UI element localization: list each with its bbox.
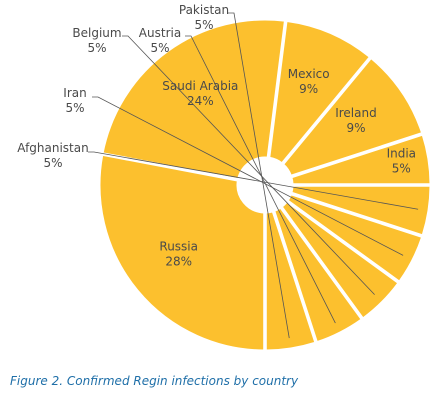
slice-category-russia: Russia [159,239,198,253]
pie-slice-pakistan [265,211,316,351]
slice-label-india: India 5% [387,146,416,175]
slice-percent-ireland: 9% [346,121,365,135]
slice-category-saudi-arabia: Saudi Arabia [162,79,238,93]
slice-category-ireland: Ireland [335,106,377,120]
slice-label-afghanistan: Afghanistan 5% [17,141,88,170]
pie-slice-saudi-arabia [102,19,285,180]
slice-category-mexico: Mexico [288,67,330,81]
slice-label-russia: Russia 28% [159,239,198,268]
leader-line-austria [185,35,336,324]
leader-line-belgium [122,35,375,295]
pie-slice-russia [99,154,265,351]
slice-percent-austria: 5% [150,41,169,55]
pie-slice-india [291,134,431,185]
slice-percent-afghanistan: 5% [43,156,62,170]
slice-category-austria: Austria [139,26,181,40]
pie-slice-ireland [283,57,423,176]
slice-category-afghanistan: Afghanistan [17,141,88,155]
slice-label-pakistan: Pakistan 5% [179,3,229,32]
leader-line-afghanistan [88,151,419,210]
slice-percent-belgium: 5% [87,41,106,55]
figure-caption: Figure 2. Confirmed Regin infections by … [10,374,299,388]
slice-label-austria: Austria 5% [139,26,181,55]
slice-label-mexico: Mexico 9% [288,67,330,96]
slice-category-belgium: Belgium [72,26,121,40]
slice-label-belgium: Belgium 5% [72,26,121,55]
slice-label-iran: Iran 5% [63,86,86,115]
slice-percent-russia: 28% [165,254,192,268]
pie-slice-afghanistan [291,185,431,236]
leader-line-pakistan [228,12,290,339]
slice-percent-pakistan: 5% [194,18,213,32]
slice-category-iran: Iran [63,86,86,100]
slice-category-india: India [387,146,416,160]
slice-percent-mexico: 9% [299,82,318,96]
leader-line-iran [92,96,404,256]
pie-slice-mexico [269,20,370,164]
slice-percent-saudi-arabia: 24% [187,94,214,108]
slice-category-pakistan: Pakistan [179,3,229,17]
slice-percent-iran: 5% [65,101,84,115]
slice-percent-india: 5% [392,161,411,175]
slice-label-ireland: Ireland 9% [335,106,377,135]
